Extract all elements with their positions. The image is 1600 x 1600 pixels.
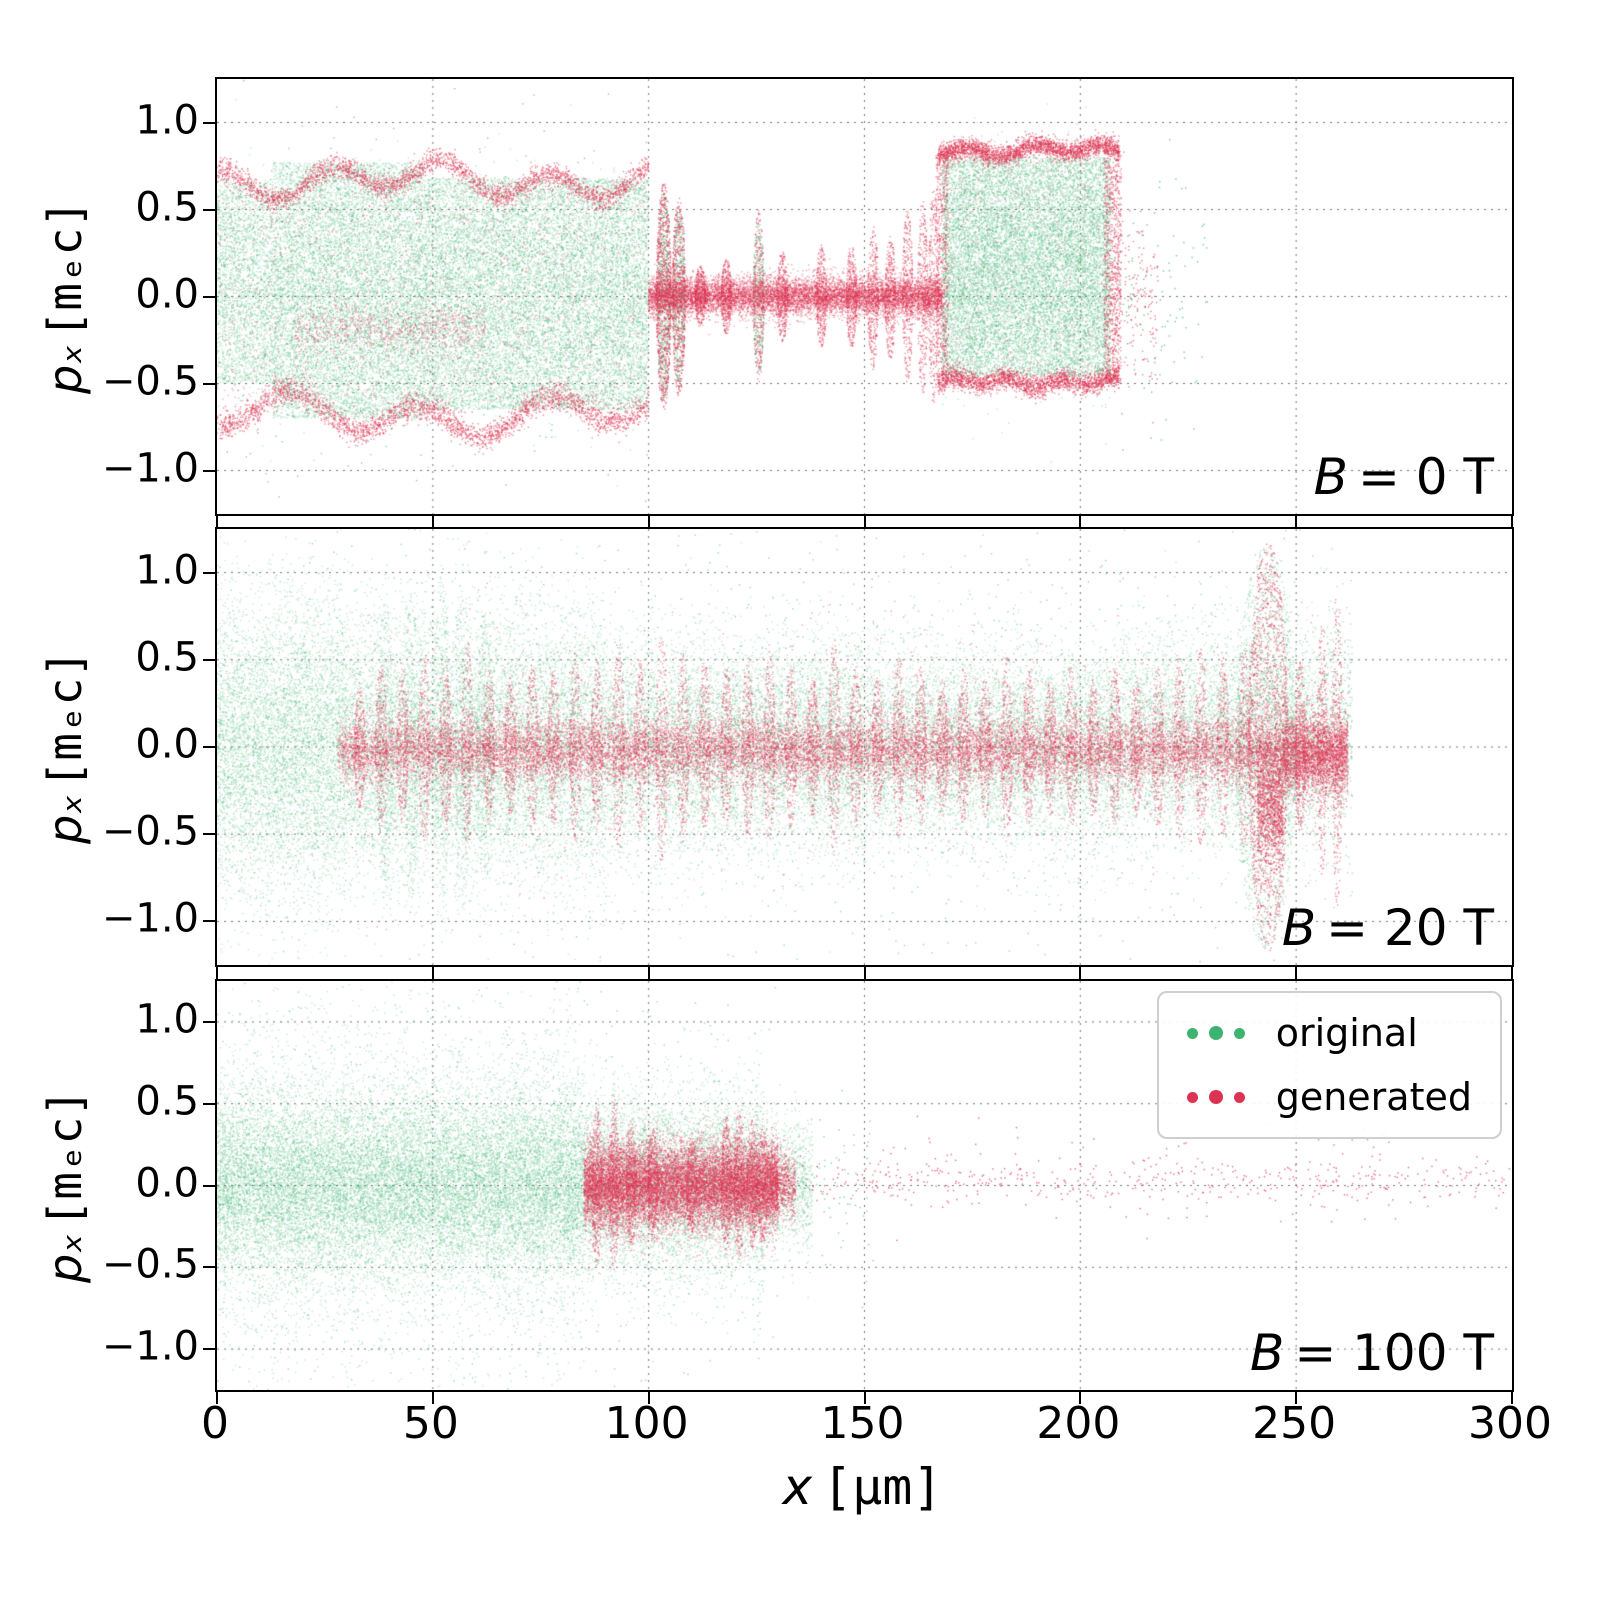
y-tick-label: 0.5 <box>135 634 199 681</box>
y-tick-label: 0.0 <box>135 271 199 318</box>
original-marker-icon <box>1208 1026 1223 1040</box>
x-tick-mark <box>647 967 650 979</box>
x-tick-label: 300 <box>1468 1398 1552 1449</box>
legend-entry-generated: generated <box>1186 1075 1472 1119</box>
x-tick-mark <box>863 967 866 979</box>
panel-b-100t: pₓ[mₑc] original generated B = 100 T −1.0… <box>38 979 1514 1404</box>
x-tick-mark <box>1511 1392 1513 1404</box>
x-label-symbol: x <box>782 1458 813 1516</box>
y-tick-mark <box>203 382 215 385</box>
x-tick-mark <box>1295 1392 1298 1404</box>
y-tick-mark <box>203 1348 215 1351</box>
y-tick-mark <box>203 833 215 836</box>
legend-label-generated: generated <box>1275 1075 1472 1119</box>
x-tick-mark <box>863 516 866 528</box>
annotation-symbol: B <box>1250 1324 1285 1382</box>
x-tick-label: 150 <box>820 1398 905 1449</box>
x-tick-mark <box>1079 967 1082 979</box>
y-tick-mark <box>203 920 215 923</box>
y-axis-label: pₓ[mₑc] <box>38 1088 92 1282</box>
y-tick-mark <box>203 746 215 748</box>
x-tick-mark <box>863 1392 866 1404</box>
annotation-b100: B = 100 T <box>1250 1324 1494 1382</box>
y-tick-label: 1.0 <box>135 547 199 594</box>
panel-b-20t: pₓ[mₑc] B = 20 T −1.0 −0.5 0.0 0.5 1.0 <box>38 527 1514 979</box>
y-tick-mark <box>203 1020 215 1023</box>
x-tick-mark <box>431 967 434 979</box>
y-label-unit: [mₑc] <box>38 649 92 789</box>
scatter-canvas-b20 <box>217 529 1512 965</box>
y-tick-mark <box>203 571 215 574</box>
y-label-symbol: pₓ <box>38 1232 92 1283</box>
x-tick-mark <box>1295 967 1298 979</box>
annotation-text: = 20 T <box>1326 899 1494 957</box>
x-tick-mark <box>216 967 218 979</box>
legend-entry-original: original <box>1186 1011 1472 1055</box>
y-label-unit: [mₑc] <box>38 199 92 338</box>
annotation-symbol: B <box>1281 899 1317 957</box>
x-tick-mark <box>216 516 218 528</box>
y-tick-label: −1.0 <box>101 896 199 943</box>
x-tick-mark <box>1511 967 1513 979</box>
x-tick-label: 200 <box>1036 1398 1121 1449</box>
y-tick-label: −1.0 <box>101 1323 199 1370</box>
legend-label-original: original <box>1275 1011 1418 1055</box>
y-tick-label: 0.0 <box>135 721 199 768</box>
x-axis-label: x [μm] <box>215 1458 1510 1516</box>
y-tick-mark <box>203 1184 215 1187</box>
y-tick-mark <box>203 658 215 661</box>
y-label-symbol: pₓ <box>38 794 92 845</box>
x-tick-mark <box>647 1392 650 1404</box>
y-tick-label: 0.5 <box>135 1078 199 1125</box>
y-label-symbol: pₓ <box>38 343 92 394</box>
x-tick-mark <box>1511 516 1513 528</box>
y-tick-mark <box>203 469 215 472</box>
y-tick-mark <box>203 1102 215 1105</box>
y-tick-mark <box>203 121 215 124</box>
y-tick-mark <box>203 208 215 211</box>
annotation-text: = 100 T <box>1294 1324 1494 1382</box>
x-tick-mark <box>1079 516 1082 528</box>
x-tick-mark <box>1079 1392 1082 1404</box>
annotation-text: = 0 T <box>1357 448 1494 506</box>
generated-marker-icon <box>1208 1090 1223 1104</box>
x-tick-mark <box>216 1392 218 1404</box>
x-axis-ticks: 0 50 100 150 200 250 300 <box>201 1398 1552 1450</box>
y-tick-label: 1.0 <box>135 97 199 144</box>
y-axis-label: pₓ[mₑc] <box>38 650 92 844</box>
x-tick-label: 100 <box>604 1398 689 1449</box>
legend: original generated <box>1156 991 1502 1139</box>
y-tick-label: 0.0 <box>135 1160 199 1207</box>
y-tick-label: −0.5 <box>101 808 199 855</box>
x-tick-mark <box>647 516 650 528</box>
y-tick-label: −0.5 <box>101 358 199 405</box>
scatter-canvas-b0 <box>217 79 1512 514</box>
x-label-unit: [μm] <box>822 1458 943 1516</box>
x-tick-mark <box>1295 516 1298 528</box>
annotation-b0: B = 0 T <box>1314 448 1494 506</box>
y-label-unit: [mₑc] <box>38 1088 92 1227</box>
original-marker-icon <box>1233 1027 1245 1039</box>
y-tick-mark <box>203 1266 215 1269</box>
y-tick-label: −0.5 <box>101 1241 199 1288</box>
generated-marker-icon <box>1186 1091 1198 1103</box>
y-tick-label: 0.5 <box>135 184 199 231</box>
y-tick-mark <box>203 295 215 298</box>
panel-b-0t: pₓ[mₑc] B = 0 T −1.0 −0.5 0.0 0.5 1.0 <box>38 77 1514 528</box>
annotation-b20: B = 20 T <box>1282 899 1494 957</box>
y-axis-label: pₓ[mₑc] <box>38 199 92 393</box>
generated-marker-icon <box>1233 1091 1245 1103</box>
annotation-symbol: B <box>1313 448 1348 506</box>
x-tick-mark <box>431 516 434 528</box>
x-tick-label: 50 <box>402 1398 459 1449</box>
x-tick-mark <box>431 1392 434 1404</box>
y-tick-label: 1.0 <box>135 996 199 1043</box>
x-tick-label: 250 <box>1252 1398 1337 1449</box>
x-tick-label: 0 <box>201 1398 229 1449</box>
y-tick-label: −1.0 <box>101 445 199 492</box>
original-marker-icon <box>1186 1027 1198 1039</box>
